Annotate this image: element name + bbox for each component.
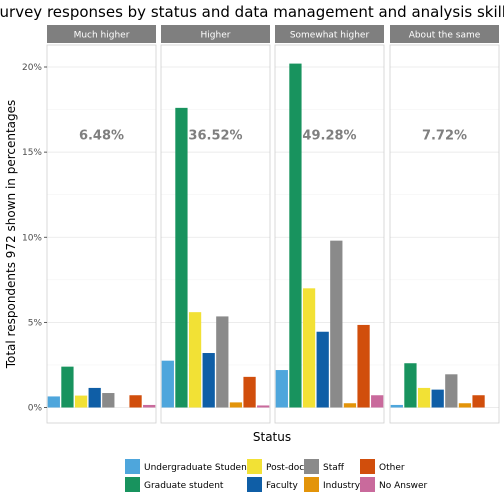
legend-swatch	[304, 459, 319, 474]
bar	[243, 376, 256, 408]
legend-item: Post-doc	[247, 459, 304, 474]
facet-strip	[47, 25, 156, 43]
facet-percentage-label: 6.48%	[79, 129, 124, 144]
bar	[404, 363, 417, 408]
panel-background	[390, 45, 499, 423]
panel-border	[160, 44, 271, 424]
bar	[445, 374, 458, 408]
bar	[390, 404, 403, 408]
bar	[472, 395, 485, 408]
y-axis-title: Total respondents 972 shown in percentag…	[4, 100, 18, 370]
facet-strip-label: Much higher	[74, 31, 130, 41]
legend-label: Undergraduate Student	[144, 463, 251, 473]
legend-item: Industry	[304, 477, 361, 492]
panel-background	[47, 45, 156, 423]
bar	[302, 288, 316, 408]
facet-panel: Higher 36.52%	[160, 25, 271, 424]
legend-item: Staff	[304, 459, 345, 474]
bar	[161, 360, 174, 408]
y-tick-label: 0%	[28, 404, 43, 414]
bar	[431, 389, 444, 408]
bar	[202, 353, 215, 408]
bar	[175, 107, 188, 408]
legend-label: Faculty	[266, 481, 299, 491]
bar	[102, 393, 115, 408]
facet-percentage-label: 49.28%	[302, 129, 356, 144]
legend-label: Graduate student	[144, 481, 224, 491]
legend-swatch	[360, 477, 375, 492]
bar	[289, 63, 302, 408]
legend-item: Graduate student	[125, 477, 224, 492]
legend-label: Industry	[323, 481, 361, 491]
panel-border	[46, 44, 157, 424]
legend: Undergraduate Student Graduate student Pos…	[125, 459, 428, 492]
legend-swatch	[247, 459, 262, 474]
facet-strip	[390, 25, 499, 43]
legend-item: Faculty	[247, 477, 299, 492]
legend-label: Other	[379, 463, 405, 473]
bar	[129, 395, 142, 408]
bar	[458, 403, 472, 408]
facet-panel: Somewhat higher 49.28%	[274, 25, 385, 424]
bar	[371, 395, 384, 408]
legend-swatch	[360, 459, 375, 474]
panel-border	[274, 44, 385, 424]
bar	[216, 316, 229, 408]
legend-swatch	[247, 477, 262, 492]
facet-strip-label: About the same	[409, 31, 481, 41]
bar	[257, 405, 270, 408]
facet-percentage-label: 7.72%	[422, 129, 467, 144]
facet-panel: About the same 7.72%	[389, 25, 500, 424]
bar	[275, 370, 288, 408]
bar	[343, 403, 357, 408]
facet-panel: Much higher 6.48%	[46, 25, 157, 424]
legend-item: Other	[360, 459, 405, 474]
bar	[417, 387, 431, 408]
facet-strip	[275, 25, 384, 43]
y-tick-label: 5%	[28, 318, 43, 328]
y-tick-label: 20%	[22, 63, 42, 73]
facet-strip-label: Somewhat higher	[290, 31, 370, 41]
panel-border	[389, 44, 500, 424]
facet-percentage-label: 36.52%	[188, 129, 242, 144]
legend-label: Post-doc	[266, 463, 304, 473]
bar	[143, 404, 156, 408]
legend-item: Undergraduate Student	[125, 459, 251, 474]
legend-swatch	[125, 459, 140, 474]
x-axis-title: Status	[253, 430, 291, 444]
y-tick-label: 15%	[22, 148, 42, 158]
legend-item: No Answer	[360, 477, 428, 492]
legend-label: No Answer	[379, 481, 428, 491]
bar	[357, 324, 370, 408]
bar	[88, 387, 101, 408]
bar	[61, 366, 74, 408]
facet-strip-label: Higher	[201, 31, 231, 41]
legend-label: Staff	[323, 463, 345, 473]
y-tick-label: 10%	[22, 233, 42, 243]
bar	[330, 240, 343, 408]
bar	[188, 312, 202, 408]
bar	[47, 396, 60, 408]
chart-title: Survey responses by status and data mana…	[0, 3, 504, 21]
bar	[229, 402, 243, 408]
legend-swatch	[304, 477, 319, 492]
facet-strip	[161, 25, 270, 43]
bar	[74, 395, 88, 408]
bar	[316, 331, 329, 408]
legend-swatch	[125, 477, 140, 492]
